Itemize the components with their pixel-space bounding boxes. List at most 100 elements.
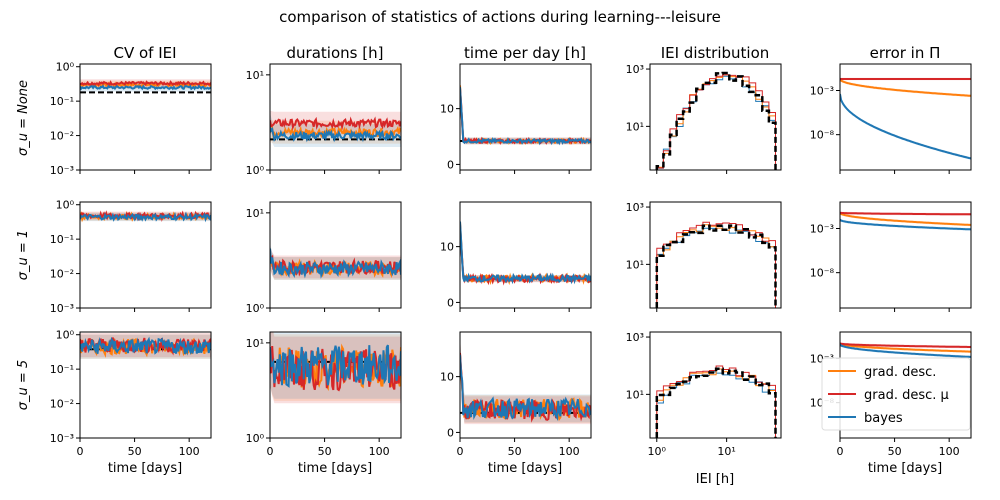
- y-tick-label: 10⁰: [56, 329, 75, 342]
- series-line: [840, 93, 971, 160]
- x-tick-label: 10¹: [717, 445, 735, 458]
- y-tick-label: 0: [447, 158, 454, 171]
- confidence-band: [460, 221, 591, 282]
- histogram-step: [656, 74, 776, 170]
- y-tick-label: 10: [440, 103, 454, 116]
- plot-area: [270, 110, 401, 147]
- plot-area: [270, 243, 401, 280]
- y-tick-label: 10⁰: [246, 164, 265, 177]
- series-line: [80, 80, 211, 87]
- panel-frame: [839, 63, 972, 171]
- series-line: [840, 342, 971, 353]
- y-tick-label: 10⁻³: [810, 223, 834, 236]
- panel-0-3: 10¹ 10³: [626, 63, 782, 174]
- row-label-5: σ_u = 5: [16, 360, 31, 410]
- plot-area: [840, 342, 971, 359]
- panel-frame: [459, 331, 592, 439]
- y-tick-label: 10⁻³: [50, 164, 74, 177]
- histogram-step: [655, 367, 777, 438]
- x-tick-label: 50: [128, 445, 142, 458]
- series-line: [460, 87, 591, 146]
- panel-frame: [459, 63, 592, 171]
- panel-1-3: 10¹ 10³: [626, 201, 782, 312]
- histogram-step: [655, 224, 777, 308]
- panel-1-1: 10⁰ 10¹: [246, 201, 402, 315]
- y-tick-label: 10⁻²: [50, 268, 74, 281]
- x-tick-label: 0: [457, 445, 464, 458]
- panel-frame: [459, 201, 592, 309]
- plot-area: [460, 221, 591, 286]
- y-tick-label: 10⁰: [246, 302, 265, 315]
- y-tick-label: 10⁰: [246, 432, 265, 445]
- series-line: [80, 336, 211, 356]
- series-line: [460, 85, 591, 146]
- panel-frame: [269, 201, 402, 309]
- series-line: [270, 126, 401, 143]
- x-axis-labels: time [days] time [days] time [days] IEI …: [108, 461, 942, 487]
- plot-area: [840, 211, 971, 231]
- confidence-band: [460, 221, 591, 283]
- y-tick-label: 10³: [626, 201, 644, 214]
- x-tick-label: 0: [837, 445, 844, 458]
- panel-0-1: 10⁰ 10¹: [246, 63, 402, 177]
- plot-area: [80, 79, 211, 94]
- series-line: [80, 211, 211, 223]
- x-tick-label: 50: [888, 445, 902, 458]
- y-tick-label: 0: [447, 426, 454, 439]
- y-tick-label: 10³: [626, 331, 644, 344]
- y-tick-label: 10⁻³: [50, 302, 74, 315]
- confidence-band: [270, 110, 401, 135]
- x-label-iei: IEI [h]: [696, 472, 734, 487]
- plot-area: [655, 365, 777, 438]
- series-line: [460, 87, 591, 145]
- y-tick-label: 10⁻²: [50, 398, 74, 411]
- histogram-step: [656, 224, 776, 308]
- x-tick-label: 100: [559, 445, 580, 458]
- confidence-band: [840, 92, 971, 160]
- x-label-durations: time [days]: [298, 461, 372, 476]
- x-tick-label: 50: [318, 445, 332, 458]
- panel-2-3: 10¹ 10³ 10⁰ 10¹: [626, 331, 782, 458]
- confidence-band: [840, 77, 971, 98]
- y-tick-label: 10⁰: [56, 61, 75, 74]
- histogram-step: [656, 368, 776, 438]
- panel-2-1: 10⁰ 10¹ 0 50 100: [246, 331, 402, 458]
- panel-2-0: 10⁻³ 10⁻² 10⁻¹ 10⁰ 0 50 100: [50, 329, 212, 458]
- y-tick-label: 10: [440, 371, 454, 384]
- row-labels: σ_u = None σ_u = 1 σ_u = 5: [16, 80, 31, 410]
- x-tick-label: 100: [179, 445, 200, 458]
- y-tick-label: 10⁻³: [50, 432, 74, 445]
- panel-frame: [79, 201, 212, 309]
- panel-1-2: 0 10: [440, 201, 592, 312]
- panel-frame: [79, 331, 212, 439]
- histogram-step: [656, 221, 776, 308]
- legend: grad. desc. grad. desc. μ bayes: [821, 357, 971, 431]
- y-tick-label: 10¹: [626, 388, 644, 401]
- series-line: [270, 344, 401, 388]
- row-label-none: σ_u = None: [16, 80, 31, 156]
- legend-label-grad-desc: grad. desc.: [864, 365, 936, 380]
- y-tick-label: 10⁻²: [50, 130, 74, 143]
- series-line: [270, 248, 401, 279]
- y-tick-label: 10⁰: [56, 199, 75, 212]
- panel-0-4: 10⁻³ 10⁻⁸: [810, 63, 972, 174]
- series-line: [840, 211, 971, 216]
- y-tick-label: 10⁻⁸: [810, 267, 835, 280]
- x-tick-label: 0: [77, 445, 84, 458]
- plot-area: [80, 210, 211, 223]
- series-line: [840, 342, 971, 348]
- panels: 10⁻³10⁻²10⁻¹10⁰10⁰10¹01010¹10³10⁻³10⁻⁸10…: [50, 61, 972, 458]
- series-line: [270, 345, 401, 392]
- histogram-step: [656, 74, 776, 170]
- series-line: [460, 221, 591, 285]
- y-tick-label: 10³: [626, 63, 644, 76]
- panel-frame: [79, 63, 212, 171]
- row-label-1: σ_u = 1: [16, 230, 31, 280]
- y-tick-label: 10¹: [626, 120, 644, 133]
- plot-area: [80, 333, 211, 359]
- histogram-step: [656, 225, 776, 308]
- y-tick-label: 10⁻¹: [50, 95, 74, 108]
- column-title-durations: durations [h]: [287, 44, 384, 62]
- x-tick-label: 0: [267, 445, 274, 458]
- column-titles: CV of IEI durations [h] time per day [h]…: [113, 44, 940, 62]
